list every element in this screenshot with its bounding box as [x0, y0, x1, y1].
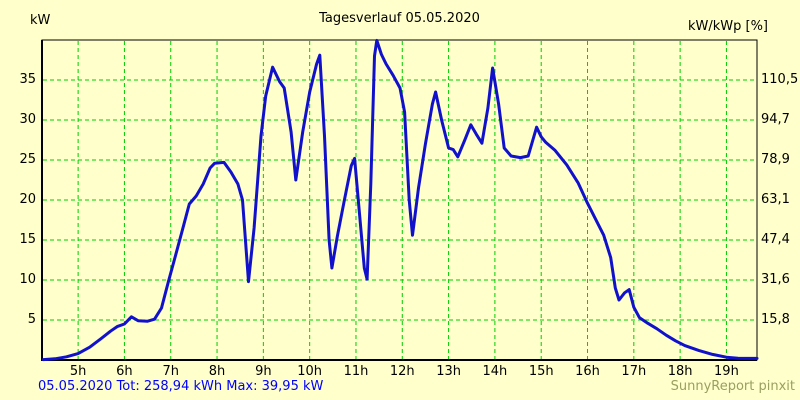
- left-axis-tick: 15: [19, 232, 36, 247]
- power-curve: [41, 38, 759, 362]
- left-axis-tick: 30: [19, 112, 36, 127]
- x-axis-tick: 18h: [667, 364, 693, 379]
- x-axis-tick: 13h: [436, 364, 461, 379]
- x-axis-tick: 7h: [162, 364, 179, 379]
- left-axis-unit-label: kW: [30, 13, 51, 28]
- x-axis-tick: 15h: [528, 364, 554, 379]
- right-axis-tick: 47,4: [761, 232, 790, 247]
- right-axis-tick: 110,5: [761, 72, 799, 87]
- right-axis-tick: 15,8: [761, 312, 790, 327]
- x-axis-tick: 5h: [69, 364, 87, 379]
- plot-frame: [41, 39, 758, 361]
- status-line: 05.05.2020 Tot: 258,94 kWh Max: 39,95 kW: [38, 379, 324, 394]
- x-axis-tick: 9h: [255, 364, 272, 379]
- x-axis-tick: 11h: [343, 364, 369, 379]
- right-axis-unit-label: kW/kWp [%]: [687, 19, 768, 34]
- x-axis-tick: 14h: [482, 364, 508, 379]
- x-axis-tick: 10h: [297, 364, 323, 379]
- x-axis-tick: 8h: [208, 364, 226, 379]
- x-axis-tick: 12h: [389, 364, 415, 379]
- right-axis-tick: 94,7: [761, 112, 790, 127]
- right-axis-tick: 31,6: [761, 272, 790, 287]
- left-axis-tick: 10: [19, 272, 36, 287]
- x-axis-tick: 6h: [116, 364, 133, 379]
- left-axis-tick: 20: [19, 192, 36, 207]
- left-axis-tick: 5: [27, 312, 36, 327]
- grid-lines: [43, 41, 756, 359]
- power-curve-line: [41, 38, 759, 362]
- x-axis-tick: 16h: [575, 364, 600, 379]
- footer-credit: SunnyReport pinxit: [670, 379, 795, 394]
- x-axis-tick: 19h: [714, 364, 739, 379]
- x-axis-tick: 17h: [621, 364, 647, 379]
- right-axis-tick: 78,9: [761, 152, 790, 167]
- left-axis-tick: 35: [19, 72, 36, 87]
- chart-title: Tagesverlauf 05.05.2020: [319, 11, 480, 26]
- left-axis-tick: 25: [19, 152, 36, 167]
- right-axis-tick: 63,1: [761, 192, 790, 207]
